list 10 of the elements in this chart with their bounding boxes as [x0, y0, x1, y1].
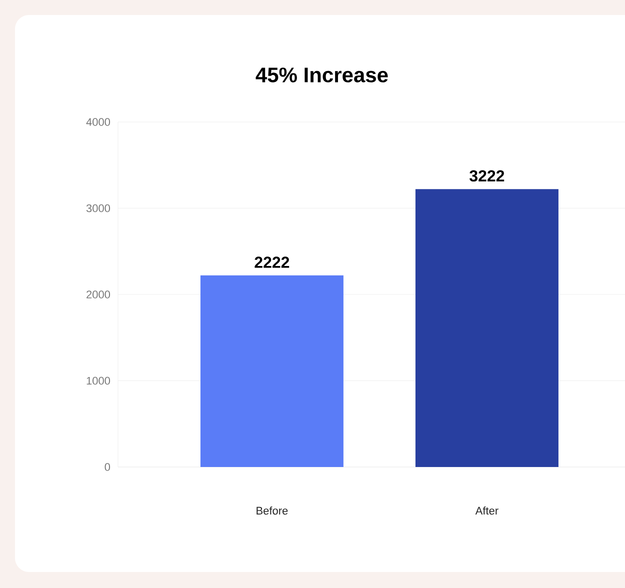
data-label: 3222 — [470, 170, 504, 182]
x-tick-label: After — [475, 506, 498, 515]
y-tick-label: 0 — [104, 463, 110, 471]
chart-title: 45% Increase — [256, 68, 388, 82]
y-tick-label: 1000 — [86, 376, 110, 385]
data-label: 2222 — [254, 256, 290, 268]
y-tick-label: 3000 — [86, 204, 110, 212]
y-tick-label: 4000 — [86, 118, 110, 126]
y-tick-label: 2000 — [86, 290, 110, 298]
x-tick-label: Before — [256, 506, 288, 515]
